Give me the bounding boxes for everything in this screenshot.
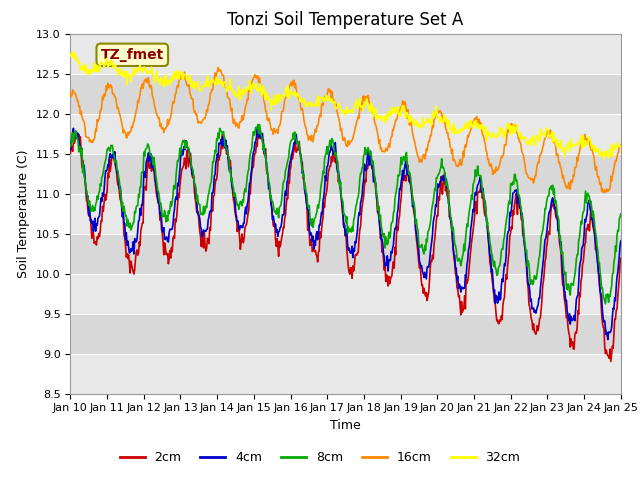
- Bar: [70, 234, 621, 274]
- Bar: [70, 114, 621, 154]
- Bar: [70, 354, 621, 394]
- Text: TZ_fmet: TZ_fmet: [100, 48, 164, 62]
- Bar: [70, 193, 621, 234]
- Bar: [70, 73, 621, 114]
- Bar: [70, 274, 621, 313]
- Y-axis label: Soil Temperature (C): Soil Temperature (C): [17, 149, 30, 278]
- Bar: [70, 313, 621, 354]
- Bar: [70, 154, 621, 193]
- Title: Tonzi Soil Temperature Set A: Tonzi Soil Temperature Set A: [227, 11, 464, 29]
- X-axis label: Time: Time: [330, 419, 361, 432]
- Bar: [70, 34, 621, 73]
- Legend: 2cm, 4cm, 8cm, 16cm, 32cm: 2cm, 4cm, 8cm, 16cm, 32cm: [115, 446, 525, 469]
